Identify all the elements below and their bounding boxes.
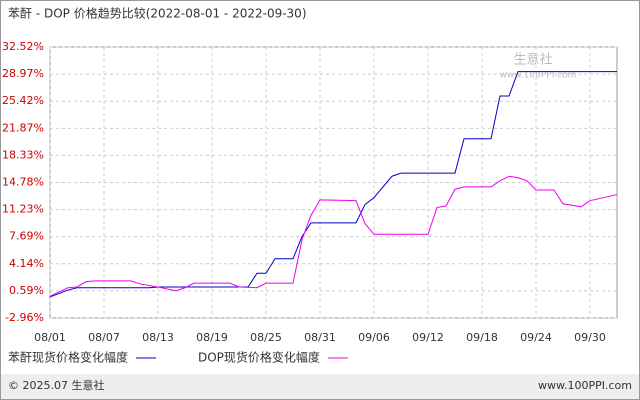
y-tick-label: 28.97% — [2, 67, 44, 80]
y-tick-label: 7.69% — [9, 230, 44, 243]
y-tick-label: 14.78% — [2, 176, 44, 189]
watermark-site: www.100PPI.com — [500, 71, 577, 81]
footer-site: www.100PPI.com — [538, 379, 632, 392]
x-tick-label: 08/19 — [196, 331, 228, 344]
footer-band — [1, 374, 639, 399]
y-tick-label: 18.33% — [2, 148, 44, 161]
y-tick-label: 11.23% — [2, 203, 44, 216]
y-tick-label: 4.14% — [9, 257, 44, 270]
x-tick-label: 08/31 — [304, 331, 336, 344]
x-tick-label: 08/01 — [34, 331, 66, 344]
x-tick-label: 09/12 — [412, 331, 444, 344]
x-tick-label: 09/18 — [466, 331, 498, 344]
x-tick-label: 09/24 — [520, 331, 552, 344]
legend-label: 苯酐现货价格变化幅度 — [8, 350, 128, 365]
series-line — [49, 175, 618, 297]
x-tick-label: 08/25 — [250, 331, 282, 344]
watermark-brand: 生意社 — [513, 52, 552, 68]
x-tick-label: 08/07 — [88, 331, 120, 344]
chart-title: 苯酐 - DOP 价格趋势比较(2022-08-01 - 2022-09-30) — [8, 6, 307, 21]
y-tick-label: -2.96% — [5, 311, 44, 324]
x-tick-label: 09/06 — [358, 331, 390, 344]
y-tick-label: 32.52% — [2, 40, 44, 53]
x-tick-label: 08/13 — [142, 331, 174, 344]
y-tick-label: 0.59% — [9, 284, 44, 297]
y-tick-label: 21.87% — [2, 121, 44, 134]
y-tick-label: 25.42% — [2, 94, 44, 107]
x-tick-label: 09/30 — [574, 331, 606, 344]
legend-label: DOP现货价格变化幅度 — [198, 350, 320, 365]
footer-copyright: © 2025.07 生意社 — [8, 378, 104, 392]
